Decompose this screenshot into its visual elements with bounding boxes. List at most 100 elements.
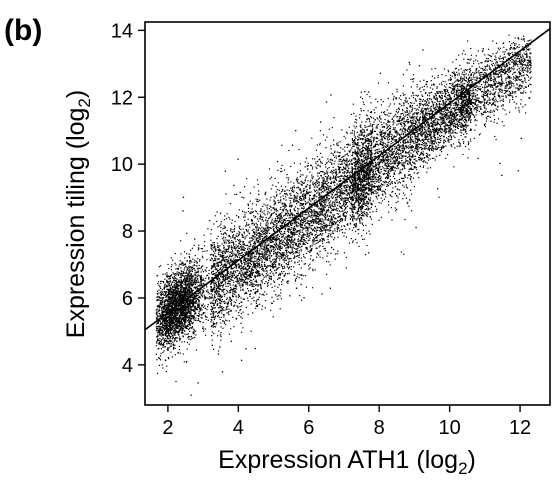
scatter-point [327, 168, 329, 170]
scatter-point [251, 219, 253, 221]
scatter-point [480, 88, 482, 90]
scatter-point [183, 313, 185, 315]
scatter-point [380, 168, 382, 170]
scatter-point [211, 339, 213, 341]
scatter-point [301, 240, 303, 242]
scatter-point [259, 236, 261, 238]
scatter-point [280, 171, 282, 173]
scatter-point [184, 306, 186, 308]
scatter-point [388, 169, 390, 171]
scatter-point [427, 140, 429, 142]
scatter-point [433, 139, 435, 141]
scatter-point [304, 196, 306, 199]
scatter-point [298, 198, 300, 200]
scatter-point [172, 335, 174, 337]
scatter-point [237, 274, 239, 276]
scatter-point [376, 165, 378, 167]
scatter-point [269, 278, 271, 280]
scatter-point [472, 105, 474, 107]
scatter-point [354, 175, 356, 177]
scatter-point [167, 348, 169, 350]
scatter-point [355, 151, 357, 153]
scatter-point [485, 74, 487, 76]
scatter-point [521, 54, 524, 56]
scatter-point [215, 300, 217, 302]
scatter-point [260, 257, 262, 260]
scatter-point [339, 178, 341, 180]
scatter-point [241, 248, 243, 250]
scatter-point [355, 198, 357, 200]
scatter-point [443, 118, 445, 120]
scatter-point [335, 157, 337, 159]
scatter-point [251, 297, 253, 300]
scatter-point [498, 76, 500, 78]
scatter-point [340, 160, 342, 162]
scatter-point [370, 197, 372, 199]
scatter-point [516, 76, 518, 78]
scatter-point [444, 120, 446, 122]
scatter-point [374, 149, 376, 152]
scatter-point [279, 246, 281, 248]
scatter-point [224, 231, 226, 234]
scatter-point [357, 152, 359, 154]
scatter-point [415, 147, 417, 149]
scatter-point [357, 144, 359, 146]
scatter-point [437, 131, 439, 133]
scatter-point [449, 121, 451, 123]
scatter-point [517, 65, 519, 67]
scatter-point [350, 182, 352, 184]
scatter-point [302, 194, 304, 196]
scatter-point [191, 270, 193, 273]
scatter-point [253, 264, 255, 266]
scatter-point [352, 220, 354, 222]
scatter-point [277, 245, 279, 247]
scatter-point [201, 283, 203, 285]
scatter-point [363, 196, 365, 198]
scatter-point [403, 125, 406, 127]
scatter-point [330, 233, 332, 235]
scatter-point [478, 106, 480, 108]
scatter-point [210, 321, 212, 323]
scatter-point [266, 236, 268, 238]
scatter-point [388, 165, 390, 167]
scatter-point [167, 321, 169, 323]
scatter-point [183, 312, 185, 314]
scatter-point [277, 286, 279, 288]
scatter-point [447, 79, 450, 81]
scatter-point [160, 329, 162, 332]
scatter-point [216, 278, 218, 280]
scatter-point [273, 236, 275, 238]
scatter-point [419, 100, 421, 102]
scatter-point [278, 228, 280, 230]
scatter-point [433, 157, 435, 159]
scatter-point [194, 298, 196, 300]
scatter-point [292, 191, 294, 193]
scatter-point [271, 233, 273, 235]
scatter-point [156, 314, 158, 316]
scatter-point [460, 91, 462, 93]
scatter-point [357, 186, 359, 188]
scatter-point [393, 95, 395, 97]
scatter-point [492, 89, 494, 91]
scatter-point [212, 316, 214, 318]
scatter-point [462, 101, 464, 103]
scatter-point [286, 280, 289, 282]
scatter-point [497, 106, 499, 108]
scatter-point [272, 316, 274, 318]
scatter-point [343, 160, 346, 162]
scatter-point [170, 308, 172, 310]
scatter-point [260, 230, 262, 232]
scatter-point [303, 233, 305, 235]
scatter-point [366, 140, 368, 142]
scatter-point [247, 224, 249, 227]
scatter-point [372, 173, 374, 175]
scatter-point [231, 256, 233, 258]
scatter-point [226, 229, 228, 231]
scatter-point [476, 76, 478, 78]
scatter-point [376, 168, 378, 170]
scatter-point [423, 119, 425, 121]
scatter-point [427, 121, 429, 123]
scatter-point [363, 142, 365, 144]
scatter-point [232, 234, 234, 237]
scatter-point [512, 42, 515, 44]
